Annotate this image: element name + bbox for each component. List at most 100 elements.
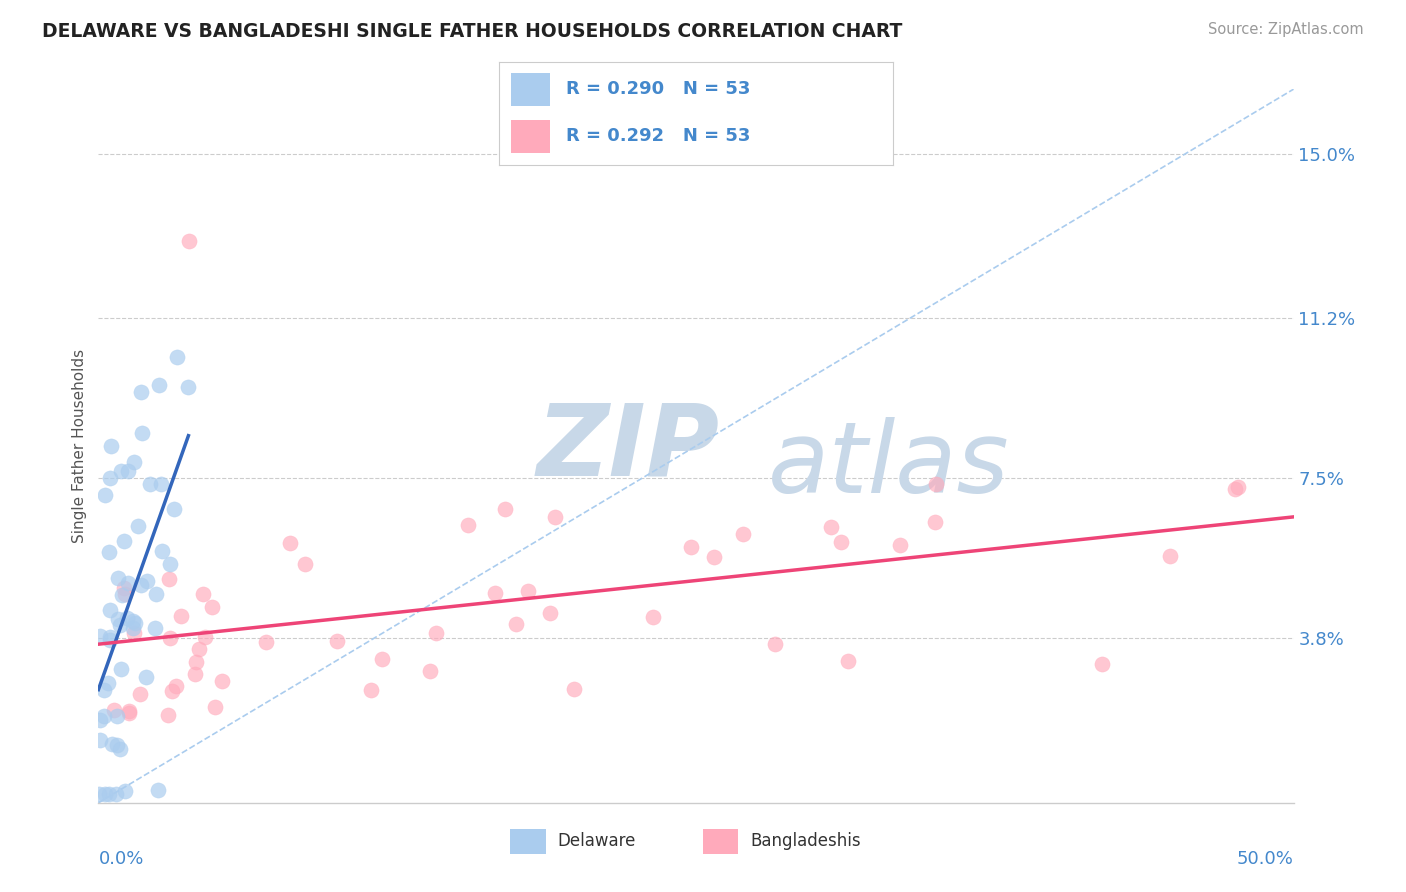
Text: DELAWARE VS BANGLADESHI SINGLE FATHER HOUSEHOLDS CORRELATION CHART: DELAWARE VS BANGLADESHI SINGLE FATHER HO… bbox=[42, 22, 903, 41]
Point bbox=[108, 618, 131, 632]
Point bbox=[128, 687, 150, 701]
Point bbox=[124, 615, 146, 630]
Point bbox=[104, 787, 127, 801]
Point bbox=[93, 709, 115, 723]
Point bbox=[117, 706, 139, 720]
Point bbox=[127, 518, 149, 533]
Point bbox=[98, 471, 122, 485]
Point bbox=[87, 787, 110, 801]
Point bbox=[162, 502, 184, 516]
Point bbox=[112, 582, 135, 596]
Point bbox=[112, 534, 135, 549]
Point bbox=[145, 621, 167, 635]
Point bbox=[159, 632, 181, 646]
Point bbox=[183, 666, 205, 681]
Point bbox=[484, 586, 506, 600]
Point bbox=[1227, 480, 1250, 494]
Point bbox=[188, 642, 211, 657]
Point bbox=[360, 683, 382, 698]
Point bbox=[131, 425, 153, 440]
Point bbox=[97, 787, 120, 801]
Point bbox=[150, 544, 173, 558]
Point bbox=[108, 742, 131, 756]
FancyBboxPatch shape bbox=[510, 73, 550, 105]
Point bbox=[100, 439, 122, 453]
Point bbox=[96, 675, 118, 690]
Point bbox=[830, 535, 852, 549]
Point bbox=[110, 464, 132, 478]
Point bbox=[94, 787, 117, 801]
Point bbox=[278, 536, 301, 550]
Point bbox=[457, 517, 479, 532]
Point bbox=[505, 617, 527, 632]
Point bbox=[107, 571, 129, 585]
Point bbox=[93, 682, 115, 697]
Text: R = 0.290   N = 53: R = 0.290 N = 53 bbox=[567, 80, 751, 98]
Text: Source: ZipAtlas.com: Source: ZipAtlas.com bbox=[1208, 22, 1364, 37]
Point bbox=[763, 637, 786, 651]
Point bbox=[114, 783, 136, 797]
Point bbox=[111, 588, 134, 602]
Point bbox=[170, 608, 193, 623]
Point bbox=[494, 501, 516, 516]
Point bbox=[194, 630, 217, 644]
Point bbox=[124, 626, 146, 640]
Point bbox=[156, 708, 179, 723]
Point bbox=[544, 510, 567, 524]
Point bbox=[201, 600, 224, 615]
Point bbox=[114, 587, 136, 601]
Point bbox=[117, 704, 139, 718]
Point bbox=[157, 572, 180, 586]
Point bbox=[211, 673, 233, 688]
Text: ZIP: ZIP bbox=[537, 400, 720, 497]
Point bbox=[100, 737, 122, 751]
Point bbox=[98, 632, 121, 647]
FancyBboxPatch shape bbox=[703, 830, 738, 854]
Point bbox=[94, 488, 117, 502]
Point bbox=[837, 654, 859, 668]
Point bbox=[100, 630, 122, 644]
Point bbox=[110, 662, 132, 676]
Text: Delaware: Delaware bbox=[557, 831, 636, 850]
Point bbox=[924, 515, 946, 529]
Point bbox=[1225, 482, 1247, 496]
Point bbox=[294, 557, 316, 571]
Text: 50.0%: 50.0% bbox=[1237, 850, 1294, 869]
Point bbox=[681, 540, 703, 554]
Point bbox=[105, 708, 128, 723]
Point bbox=[145, 586, 167, 600]
Point bbox=[371, 652, 394, 666]
Point bbox=[122, 614, 145, 628]
Point bbox=[150, 477, 173, 491]
Point bbox=[419, 664, 441, 678]
Point bbox=[425, 626, 447, 640]
Point bbox=[117, 464, 139, 478]
Point bbox=[89, 713, 111, 727]
Point bbox=[148, 782, 170, 797]
Point bbox=[820, 519, 842, 533]
Point bbox=[643, 610, 665, 624]
Point bbox=[538, 607, 561, 621]
Point bbox=[121, 622, 143, 636]
Point bbox=[89, 733, 111, 747]
Point bbox=[159, 557, 181, 571]
Point bbox=[179, 234, 201, 248]
Point bbox=[1091, 657, 1114, 672]
Point bbox=[131, 384, 153, 399]
Point bbox=[136, 574, 159, 588]
Point bbox=[105, 738, 128, 752]
Point bbox=[184, 655, 207, 669]
Point bbox=[254, 635, 277, 649]
Point bbox=[98, 603, 122, 617]
Point bbox=[204, 699, 226, 714]
Point bbox=[117, 576, 139, 591]
FancyBboxPatch shape bbox=[510, 830, 546, 854]
Point bbox=[160, 684, 183, 698]
FancyBboxPatch shape bbox=[510, 120, 550, 153]
Point bbox=[325, 633, 347, 648]
Point bbox=[131, 578, 153, 592]
Point bbox=[148, 377, 170, 392]
Text: Bangladeshis: Bangladeshis bbox=[751, 831, 860, 850]
Point bbox=[122, 455, 145, 469]
Point bbox=[925, 476, 948, 491]
